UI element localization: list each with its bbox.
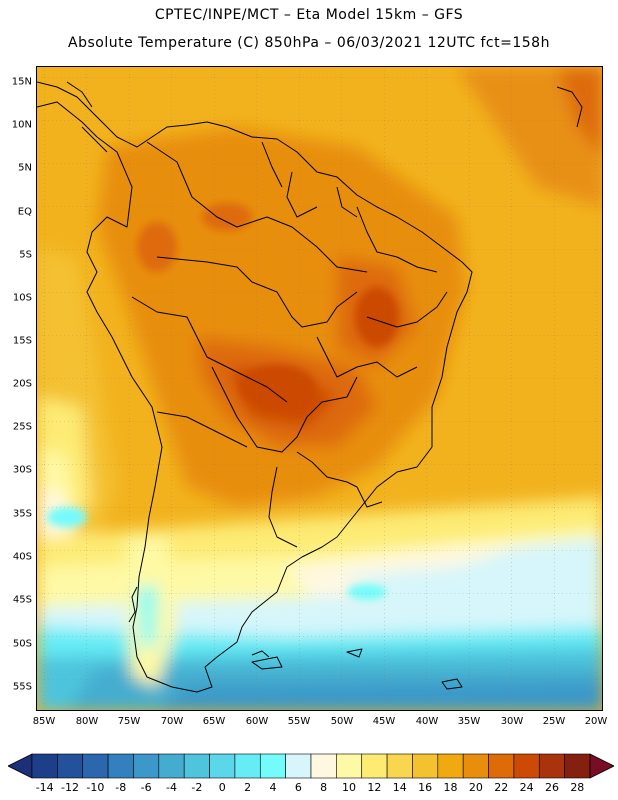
color-bar-label: 16 xyxy=(418,781,433,794)
lon-label: 30W xyxy=(500,716,524,727)
color-bar-max-arrow xyxy=(589,753,614,779)
color-bar-cell xyxy=(386,753,413,779)
lon-label: 60W xyxy=(245,716,269,727)
lat-label: 40S xyxy=(12,551,32,563)
lat-label: 10N xyxy=(11,119,32,131)
lat-label: 5S xyxy=(19,249,32,261)
lon-label: 75W xyxy=(117,716,141,727)
lon-label: 55W xyxy=(287,716,311,727)
lon-label: 20W xyxy=(584,716,608,727)
color-bar-label: -12 xyxy=(61,781,80,794)
lat-label: 35S xyxy=(12,508,32,520)
color-bar-cell xyxy=(513,753,540,779)
color-bar-label: 28 xyxy=(570,781,585,794)
color-bar-cell xyxy=(412,753,439,779)
color-bar-min-arrow xyxy=(8,753,33,779)
color-bar-label: -8 xyxy=(115,781,127,794)
lat-label: 15N xyxy=(11,76,32,88)
lon-label: 40W xyxy=(415,716,439,727)
lon-label: 85W xyxy=(32,716,56,727)
color-bar-cell xyxy=(209,753,236,779)
color-bar-cell xyxy=(285,753,312,779)
color-bar-cell xyxy=(259,753,286,779)
color-bar-cell xyxy=(310,753,337,779)
color-bar-cells xyxy=(31,753,591,779)
lat-label: 20S xyxy=(12,378,32,390)
color-bar-label: -2 xyxy=(191,781,203,794)
color-bar-cell xyxy=(437,753,464,779)
color-bar-cell xyxy=(107,753,134,779)
title-line-1: CPTEC/INPE/MCT – Eta Model 15km – GFS xyxy=(154,7,464,23)
color-bar-cell xyxy=(336,753,363,779)
color-bar-label: 8 xyxy=(320,781,328,794)
lat-label: EQ xyxy=(17,206,32,218)
color-bar-cell xyxy=(31,753,58,779)
color-bar-label: 0 xyxy=(218,781,226,794)
color-bar-cell xyxy=(183,753,210,779)
lon-label: 65W xyxy=(202,716,226,727)
color-bar-label: 12 xyxy=(367,781,382,794)
title-line-2: Absolute Temperature (C) 850hPa – 06/03/… xyxy=(68,35,550,51)
graticule xyxy=(37,67,602,710)
color-bar-cell xyxy=(361,753,388,779)
color-bar-label: 6 xyxy=(294,781,302,794)
color-bar-label: -10 xyxy=(86,781,105,794)
color-bar-label: 18 xyxy=(443,781,458,794)
lat-label: 25S xyxy=(12,421,32,433)
color-bar-label: 10 xyxy=(342,781,357,794)
lat-label: 5N xyxy=(18,162,32,174)
color-bar xyxy=(8,753,614,779)
lat-label: 30S xyxy=(12,464,32,476)
lon-label: 45W xyxy=(372,716,396,727)
lon-label: 80W xyxy=(75,716,99,727)
color-bar-label: 24 xyxy=(519,781,534,794)
color-bar-cell xyxy=(488,753,515,779)
color-bar-label: 22 xyxy=(494,781,509,794)
color-bar-cell xyxy=(538,753,565,779)
color-bar-label: -14 xyxy=(35,781,54,794)
lat-label: 15S xyxy=(12,335,32,347)
color-bar-cell xyxy=(133,753,160,779)
lat-label: 50S xyxy=(12,638,32,650)
lat-label: 55S xyxy=(12,681,32,693)
lon-label: 70W xyxy=(160,716,184,727)
lon-label: 35W xyxy=(457,716,481,727)
color-bar-label: 26 xyxy=(544,781,559,794)
temperature-map[interactable] xyxy=(36,66,603,711)
color-bar-label: 20 xyxy=(468,781,483,794)
color-bar-cell xyxy=(234,753,261,779)
lat-label: 10S xyxy=(12,292,32,304)
coastlines-borders xyxy=(37,81,583,693)
color-bar-cell xyxy=(82,753,109,779)
color-bar-cell xyxy=(564,753,591,779)
color-bar-cell xyxy=(57,753,84,779)
color-bar-label: -6 xyxy=(140,781,152,794)
map-canvas xyxy=(37,67,602,710)
color-bar-label: -4 xyxy=(166,781,177,794)
color-bar-cell xyxy=(158,753,185,779)
lon-label: 25W xyxy=(542,716,566,727)
lon-label: 50W xyxy=(330,716,354,727)
color-bar-label: 4 xyxy=(269,781,277,794)
lat-label: 45S xyxy=(12,594,32,606)
color-bar-label: 2 xyxy=(244,781,252,794)
color-bar-label: 14 xyxy=(392,781,407,794)
color-bar-cell xyxy=(462,753,489,779)
